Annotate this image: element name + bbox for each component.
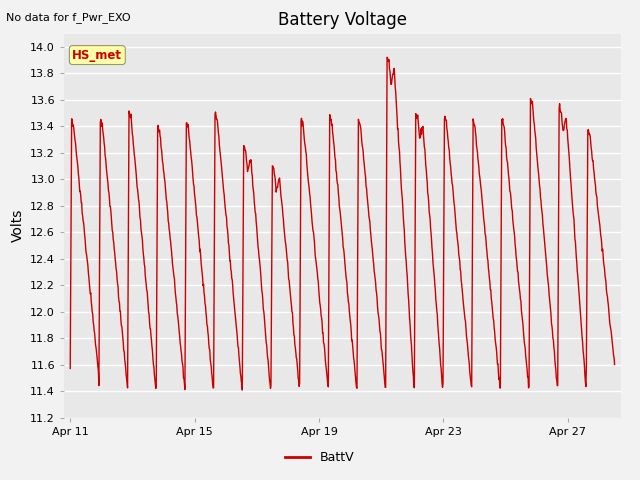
Y-axis label: Volts: Volts bbox=[10, 209, 24, 242]
Title: Battery Voltage: Battery Voltage bbox=[278, 11, 407, 29]
Text: HS_met: HS_met bbox=[72, 48, 122, 61]
Legend: BattV: BattV bbox=[280, 446, 360, 469]
Text: No data for f_Pwr_EXO: No data for f_Pwr_EXO bbox=[6, 12, 131, 23]
